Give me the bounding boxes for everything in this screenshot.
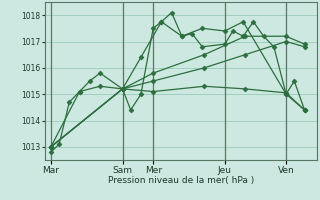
- X-axis label: Pression niveau de la mer( hPa ): Pression niveau de la mer( hPa ): [108, 176, 254, 185]
